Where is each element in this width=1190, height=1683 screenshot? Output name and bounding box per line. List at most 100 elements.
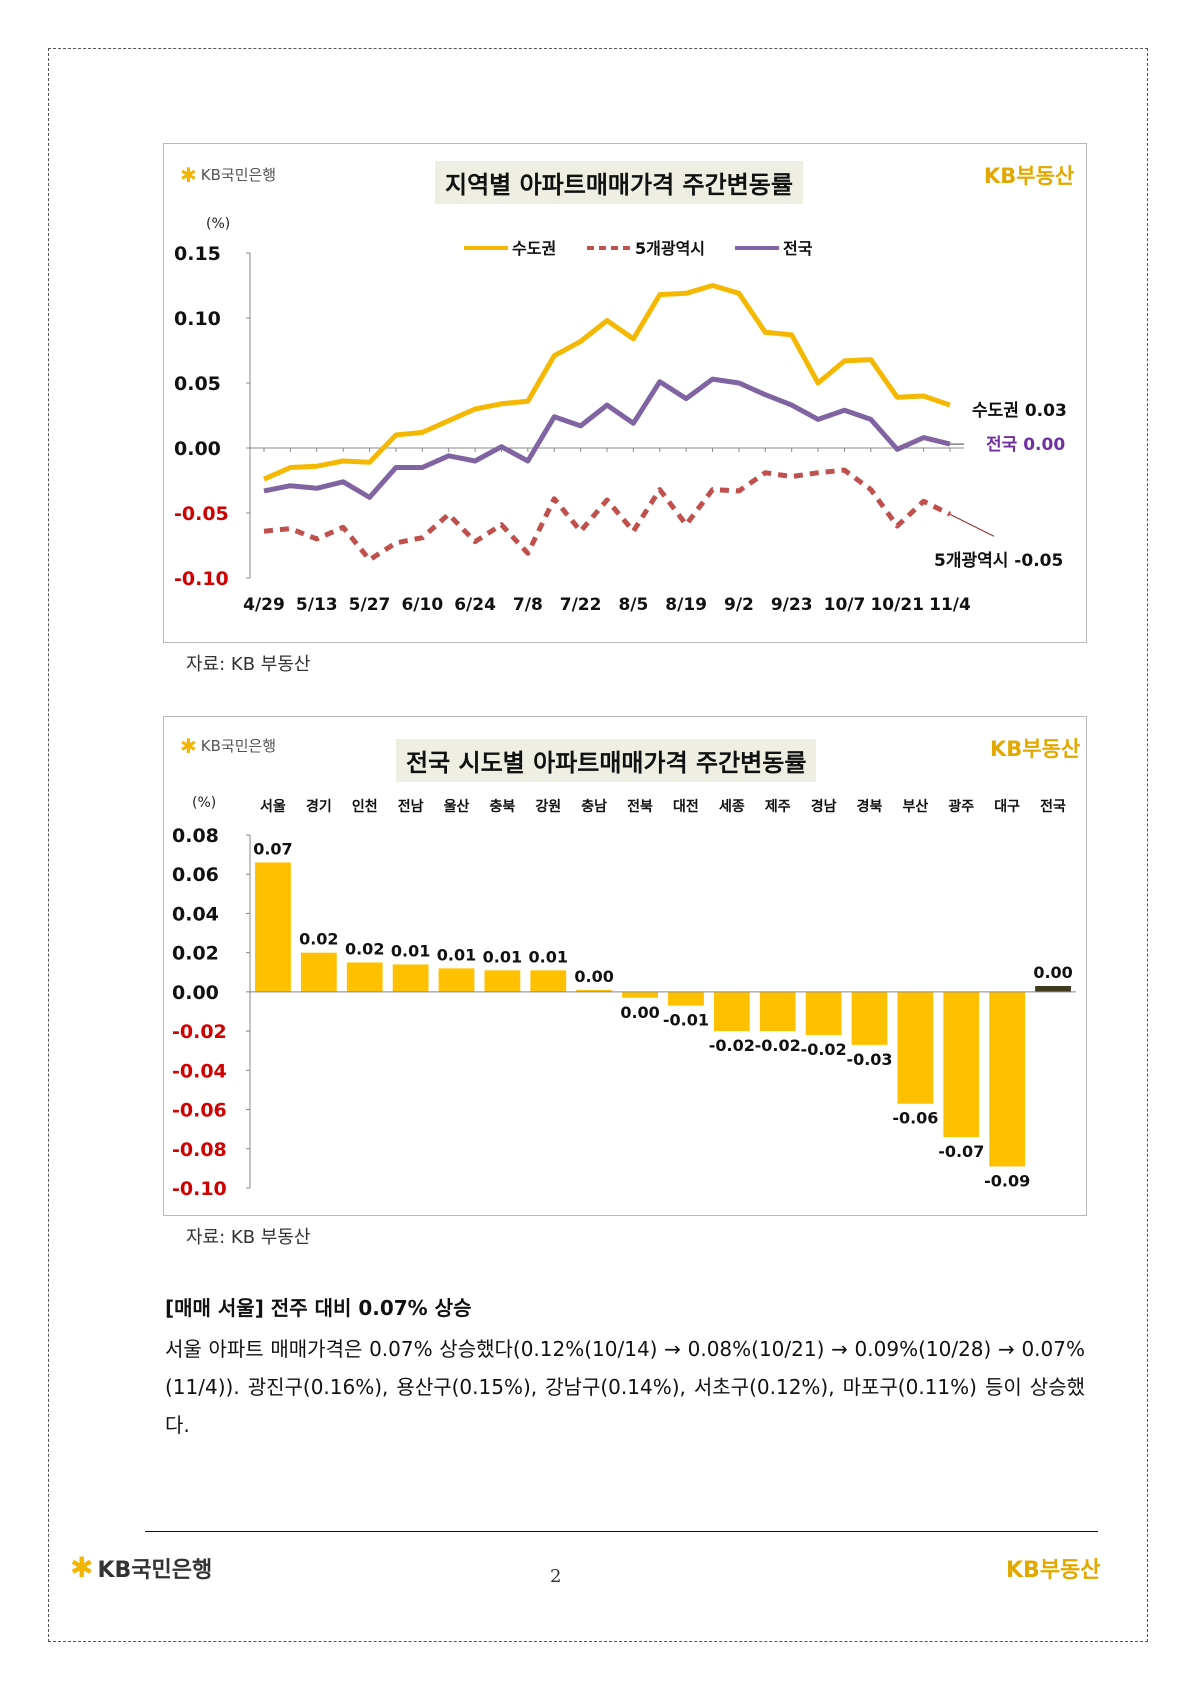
bar [576,989,613,992]
x-category-label: 서울 [260,798,286,815]
bar-chart-panel: ✱ KB국민은행 KB부동산 전국 시도별 아파트매매가격 주간변동률 (%) 0… [163,716,1087,1216]
y-tick-label: -0.10 [174,568,229,590]
y-tick-label: 0.05 [174,373,221,395]
x-category-label: 충북 [490,799,516,815]
bar-data-label: 0.02 [345,939,384,958]
x-tick-label: 6/10 [401,595,443,615]
bar-data-label: 0.01 [391,941,430,960]
page-frame [48,48,1148,1642]
footer-divider [145,1531,1098,1532]
y-axis-unit: (%) [192,795,216,811]
chart-source: 자료: KB 부동산 [186,654,311,675]
bar-data-label: -0.01 [663,1011,709,1030]
bar-data-label: -0.02 [755,1036,801,1055]
line-chart: (%) 0.15 0.10 0.05 0.00 -0.05 -0.10 4/29 5/13 5/2… [174,216,1067,615]
x-category-label: 제주 [765,799,791,815]
x-category-label: 경기 [306,798,332,815]
series-line [263,467,952,563]
legend-label: 전국 [783,239,813,258]
chart-source: 자료: KB 부동산 [186,1227,311,1248]
bar-data-label: -0.02 [709,1036,755,1055]
kb-bank-logo: ✱ KB국민은행 [180,162,277,187]
bar [438,968,475,992]
bar-data-label: 0.02 [299,930,338,949]
bar-data-label: 0.00 [1033,963,1072,982]
bar [530,970,567,992]
x-category-label: 전북 [627,798,653,815]
series-line [262,283,951,482]
x-tick-label: 7/22 [560,595,602,615]
x-category-label: 전남 [398,798,424,815]
bar-data-label: -0.09 [984,1171,1030,1190]
y-tick-label: 0.15 [174,243,221,265]
x-tick-label: 7/8 [513,595,543,615]
x-category-label: 대구 [994,799,1020,815]
legend-label: 수도권 [512,239,556,258]
end-label-metro5: 5개광역시 -0.05 [934,551,1063,571]
kb-real-estate-logo: KB부동산 [990,737,1081,761]
x-tick-label: 10/21 [870,595,924,615]
y-tick-label: -0.08 [172,1139,227,1161]
x-category-label: 세종 [719,799,745,815]
bar-data-label: 0.01 [529,947,568,966]
legend-label: 5개광역시 [635,239,705,258]
x-category-label: 강원 [535,798,561,815]
y-tick-label: 0.10 [174,308,221,330]
x-category-label: 울산 [444,798,470,815]
y-axis-unit: (%) [206,216,230,232]
x-tick-label: 9/2 [724,595,754,615]
y-tick-label: 0.04 [172,903,219,925]
x-category-label: 광주 [948,798,974,815]
x-category-label: 충남 [581,798,607,815]
bar-data-label: 0.00 [574,967,613,986]
bar-data-label: 0.07 [253,839,292,858]
chart-title: 전국 시도별 아파트매매가격 주간변동률 [396,739,817,782]
kb-star-icon: ✱ [180,162,197,187]
y-tick-label: -0.04 [172,1060,227,1082]
bar-data-label: -0.03 [846,1050,892,1069]
kb-real-estate-logo: KB부동산 [984,164,1075,188]
footer-real-estate-logo: KB부동산 [1006,1558,1101,1583]
bar [622,991,658,998]
page-number: 2 [550,1566,562,1587]
y-tick-label: -0.05 [174,503,229,525]
footer-bank-logo: ✱ KB국민은행 [70,1551,213,1584]
end-label-national: 전국 0.00 [986,435,1065,455]
y-tick-label: -0.10 [172,1178,227,1200]
leader-line [949,513,995,537]
bar [989,991,1026,1167]
end-label-sudo: 수도권 0.03 [972,401,1067,421]
x-tick-label: 6/24 [454,595,496,615]
x-tick-label: 8/19 [665,595,707,615]
bar [300,952,337,992]
bar-data-label: 0.00 [620,1003,659,1022]
y-tick-label: 0.00 [172,982,219,1004]
bar [851,991,888,1045]
bar-data-label: 0.01 [483,947,522,966]
kb-star-icon: ✱ [70,1551,94,1584]
line-chart-panel: ✱ KB국민은행 KB부동산 지역별 아파트매매가격 주간변동률 (%) 0.15… [163,143,1087,643]
x-category-label: 경북 [857,798,883,815]
x-tick-label: 4/29 [243,595,285,615]
x-tick-label: 5/13 [296,595,338,615]
bar-data-label: -0.02 [801,1040,847,1059]
section-heading: [매매 서울] 전주 대비 0.07% 상승 [165,1296,472,1320]
x-category-label: 경남 [811,798,837,815]
chart-title: 지역별 아파트매매가격 주간변동률 [435,161,803,204]
x-category-label: 인천 [352,798,378,815]
bar [346,962,383,992]
x-tick-label: 10/7 [824,595,866,615]
bar-data-label: 0.01 [437,945,476,964]
bar-data-label: -0.07 [938,1142,984,1161]
bar [255,862,291,992]
kb-bank-logo: ✱ KB국민은행 [180,733,277,758]
x-category-label: 대전 [673,798,699,815]
bar-chart: (%)0.080.060.040.020.00-0.02-0.04-0.06-0… [172,795,1076,1200]
y-tick-label: 0.02 [172,943,219,965]
bar [668,991,704,1006]
y-tick-label: -0.06 [172,1100,227,1122]
bar [1035,986,1071,992]
y-tick-label: 0.06 [172,864,219,886]
x-category-label: 부산 [903,798,929,815]
bar [713,991,750,1032]
